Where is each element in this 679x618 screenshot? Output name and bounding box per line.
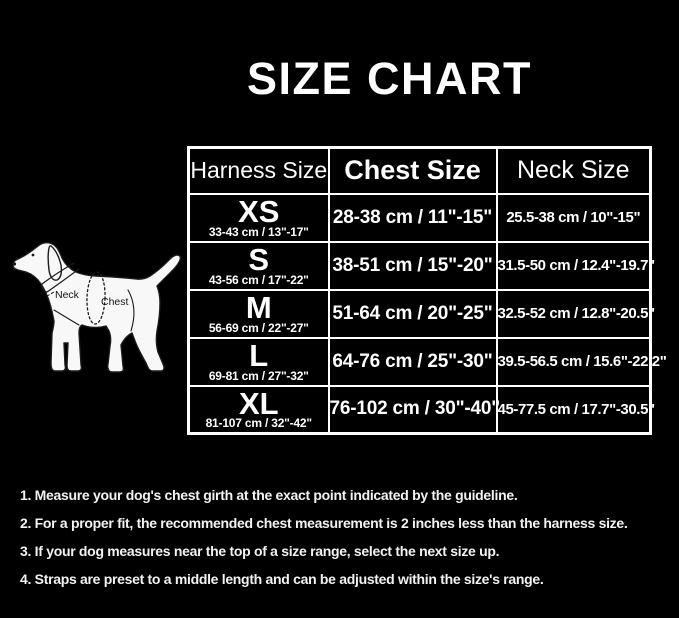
dog-nose	[12, 262, 17, 266]
col-header-neck-size: Neck Size	[495, 146, 652, 195]
dog-neck-band	[41, 262, 80, 293]
size-letter: XS	[238, 194, 280, 230]
dog-illustration: Neck Chest	[12, 241, 182, 373]
fitting-notes: 1. Measure your dog's chest girth at the…	[20, 487, 675, 599]
size-letter: XL	[238, 385, 279, 421]
dog-measurement-diagram: Neck Chest	[4, 226, 188, 378]
neck-size-cell: 39.5-56.5 cm / 15.6"-22.2"	[495, 336, 667, 387]
table-row-l: L 69-81 cm / 27"-32" 64-76 cm / 25"-30" …	[187, 336, 667, 387]
neck-label: Neck	[55, 289, 80, 301]
table-row-xs: XS 33-43 cm / 13"-17" 28-38 cm / 11"-15"…	[187, 192, 652, 243]
dog-eye	[31, 253, 35, 257]
dog-shoulder-line	[53, 309, 80, 326]
header-row: Harness Size Chest Size Neck Size	[187, 146, 652, 195]
table-row-m: M 56-69 cm / 22"-27" 51-64 cm / 20"-25" …	[187, 288, 655, 339]
harness-range: 69-81 cm / 27"-32"	[208, 368, 309, 383]
neck-size-cell: 31.5-50 cm / 12.4"-19.7"	[495, 240, 655, 291]
harness-size-cell: S 43-56 cm / 17"-22"	[187, 240, 330, 291]
note-line-1: 1. Measure your dog's chest girth at the…	[20, 487, 518, 503]
chest-size-cell: 38-51 cm / 15"-20"	[327, 240, 498, 291]
neck-size-cell: 32.5-52 cm / 12.8"-20.5"	[495, 288, 655, 339]
size-table: Harness Size Chest Size Neck Size XS 33-…	[187, 146, 667, 435]
neck-size-cell: 25.5-38 cm / 10"-15"	[495, 192, 652, 243]
chest-label: Chest	[101, 296, 129, 308]
neck-size-cell: 45-77.5 cm / 17.7"-30.5"	[495, 384, 655, 435]
harness-size-cell: XL 81-107 cm / 32"-42"	[187, 384, 330, 435]
table-row-s: S 43-56 cm / 17"-22" 38-51 cm / 15"-20" …	[187, 240, 655, 291]
note-line-4: 4. Straps are preset to a middle length …	[20, 571, 544, 587]
page-title: SIZE CHART	[247, 53, 532, 104]
chest-size-cell: 64-76 cm / 25"-30"	[327, 336, 498, 387]
harness-range: 81-107 cm / 32"-42"	[205, 416, 313, 431]
note-line-2: 2. For a proper fit, the recommended che…	[20, 515, 628, 531]
harness-range: 56-69 cm / 22"-27"	[208, 320, 309, 335]
dog-mouth-line	[13, 267, 22, 272]
size-letter: L	[249, 338, 269, 374]
dog-chest-girth-line	[86, 271, 106, 325]
harness-size-cell: L 69-81 cm / 27"-32"	[187, 336, 330, 387]
dog-ear	[47, 245, 63, 281]
dog-thigh-line	[127, 289, 135, 332]
chest-size-cell: 28-38 cm / 11"-15"	[327, 192, 498, 243]
table-row-xl: XL 81-107 cm / 32"-42" 76-102 cm / 30"-4…	[187, 384, 655, 435]
chest-size-cell: 51-64 cm / 20"-25"	[327, 288, 498, 339]
size-letter: M	[245, 290, 272, 326]
size-letter: S	[248, 242, 270, 278]
chest-size-cell: 76-102 cm / 30"-40"	[327, 384, 500, 435]
col-header-chest-size: Chest Size	[327, 146, 498, 195]
neck-leader-line	[46, 291, 55, 297]
harness-size-cell: XS 33-43 cm / 13"-17"	[187, 192, 330, 243]
harness-size-cell: M 56-69 cm / 22"-27"	[187, 288, 330, 339]
note-line-3: 3. If your dog measures near the top of …	[20, 543, 500, 559]
harness-range: 33-43 cm / 13"-17"	[208, 224, 309, 239]
dog-body-shape	[12, 241, 182, 373]
harness-range: 43-56 cm / 17"-22"	[208, 272, 309, 287]
col-header-harness-size: Harness Size	[187, 146, 330, 195]
